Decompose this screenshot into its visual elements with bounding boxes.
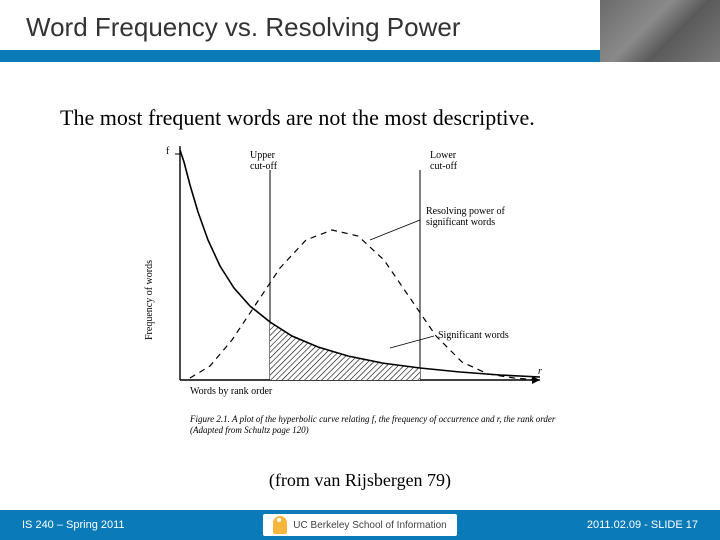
slide-header: Word Frequency vs. Resolving Power <box>0 0 720 62</box>
footer-logo: UC Berkeley School of Information <box>263 514 456 536</box>
resolving-power-label: Resolving power ofsignificant words <box>426 206 505 228</box>
resolving-power-chart: r f Frequency of words Words by rank ord… <box>120 140 600 450</box>
svg-text:r: r <box>538 366 542 377</box>
y-axis-label: Frequency of words <box>144 260 155 340</box>
footer-logo-text: UC Berkeley School of Information <box>293 520 446 531</box>
slide-subtitle: The most frequent words are not the most… <box>60 105 535 131</box>
footer-center: UC Berkeley School of Information <box>200 514 520 536</box>
source-caption: (from van Rijsbergen 79) <box>0 470 720 491</box>
header-photo <box>600 0 720 62</box>
figure-caption: Figure 2.1. A plot of the hyperbolic cur… <box>190 414 570 436</box>
upper-cutoff-label: Uppercut-off <box>250 150 277 172</box>
significant-words-label: Significant words <box>438 330 509 341</box>
footer-left: IS 240 – Spring 2011 <box>0 519 200 531</box>
footer-right: 2011.02.09 - SLIDE 17 <box>520 519 720 531</box>
lower-cutoff-label: Lowercut-off <box>430 150 457 172</box>
x-axis-label: Words by rank order <box>190 386 272 397</box>
ischool-icon <box>273 516 287 534</box>
slide-footer: IS 240 – Spring 2011 UC Berkeley School … <box>0 510 720 540</box>
header-rule <box>0 50 600 62</box>
chart-svg: r <box>120 140 600 450</box>
f-tick-label: f <box>166 146 169 157</box>
